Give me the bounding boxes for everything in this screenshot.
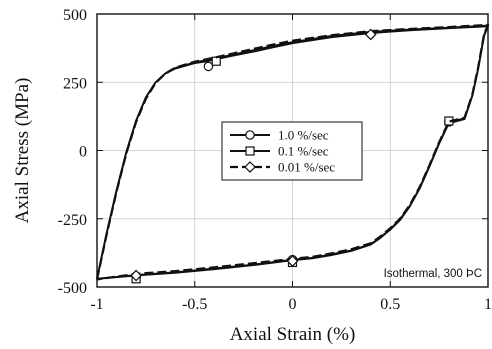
legend-label-3: 0.01 %/sec [278, 160, 335, 175]
legend-marker-shape [244, 161, 256, 173]
legend: 1.0 %/sec 0.1 %/sec 0.01 %/sec [221, 121, 363, 181]
series-line-3 [95, 23, 490, 281]
condition-annotation: Isothermal, 300 ÞC [384, 268, 482, 280]
series-3-diamond-marker [286, 255, 299, 267]
legend-marker-square [245, 146, 255, 156]
x-axis-title: Axial Strain (%) [230, 324, 356, 345]
y-tick-label: -250 [58, 212, 87, 229]
series-3-diamond-marker [364, 28, 377, 41]
legend-entry-3: 0.01 %/sec [230, 160, 335, 175]
y-tick-label: 500 [63, 7, 87, 24]
legend-marker-circle [245, 130, 255, 140]
series-3-diamond-marker [130, 269, 142, 282]
x-tick-label: 0.5 [380, 296, 400, 313]
series-layer [95, 23, 490, 284]
x-tick-label: -1 [90, 296, 103, 313]
x-tick-label: 1 [484, 296, 492, 313]
y-tick-label: 250 [63, 75, 87, 92]
y-axis-title: Axial Stress (MPa) [12, 78, 33, 224]
y-tick-label: -500 [58, 280, 87, 297]
x-tick-label: -0.5 [182, 296, 207, 313]
axis-ticks [96, 13, 489, 288]
x-tick-label: 0 [289, 296, 297, 313]
legend-entry-1: 1.0 %/sec [230, 128, 329, 143]
series-1-circle-marker [203, 61, 214, 72]
legend-label-2: 0.1 %/sec [278, 144, 329, 159]
legend-label-1: 1.0 %/sec [278, 128, 329, 143]
tick-labels: -1 -0.5 0 0.5 1 -500 -250 0 250 500 [58, 7, 492, 313]
legend-marker-shape [245, 130, 255, 140]
legend-marker-diamond [244, 161, 256, 173]
legend-entry-2: 0.1 %/sec [230, 144, 329, 159]
y-tick-label: 0 [79, 144, 87, 161]
legend-marker-shape [245, 146, 255, 156]
series-2-square-marker [211, 56, 221, 66]
